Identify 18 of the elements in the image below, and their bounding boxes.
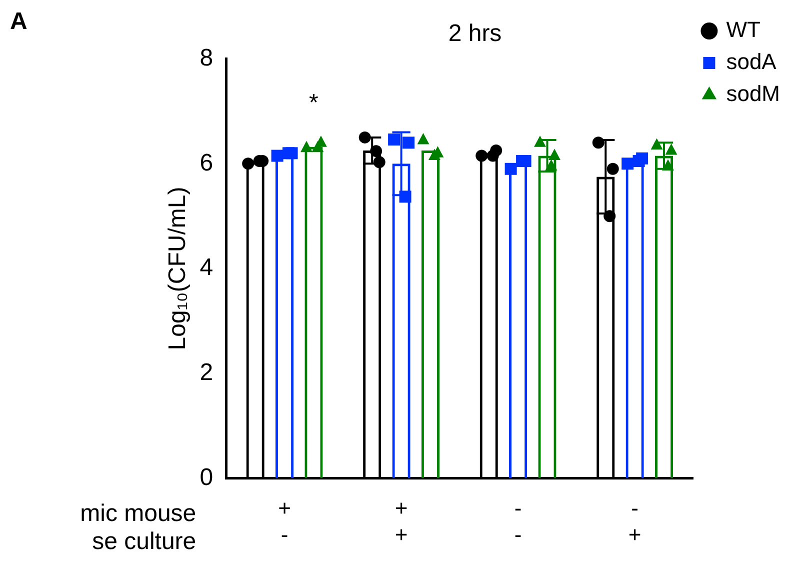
y-tick-label: 6 (200, 149, 214, 176)
x-tick-label: + + (394, 495, 408, 547)
y-tick-label: 8 (200, 44, 214, 72)
x-tick-label: + - (278, 495, 291, 547)
text: A (10, 8, 28, 36)
y-axis-title: Log₁₀(CFU/mL) (164, 186, 192, 350)
text: mic mouse (80, 500, 196, 527)
legend-label: sodA (726, 49, 777, 74)
x-tick-label: - - (514, 495, 522, 547)
text: se culture (92, 528, 196, 555)
legend-label: WT (726, 17, 760, 42)
y-tick-label: 4 (200, 254, 214, 282)
x-tick-label: - + (628, 495, 642, 547)
y-tick-label: 0 (200, 464, 214, 491)
y-tick-label: 2 (200, 358, 214, 386)
annotation: * (309, 89, 318, 116)
chart-title: 2 hrs (448, 20, 502, 48)
legend-label: sodM (726, 81, 780, 106)
